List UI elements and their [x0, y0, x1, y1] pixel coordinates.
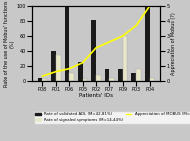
Bar — [83, 79, 87, 81]
Bar — [91, 20, 96, 81]
Bar — [56, 55, 61, 81]
Bar — [65, 6, 69, 81]
Bar — [123, 36, 127, 81]
Bar — [38, 78, 43, 81]
Bar — [150, 78, 154, 81]
Bar — [105, 69, 109, 81]
Bar — [131, 73, 136, 81]
Bar — [51, 51, 56, 81]
Bar — [145, 6, 150, 81]
X-axis label: Patients' IDs: Patients' IDs — [79, 93, 113, 98]
Y-axis label: Rate of the use of Mobus' functions
(%): Rate of the use of Mobus' functions (%) — [4, 0, 15, 87]
Legend: Rate of validated ADL (M=42,81%), Rate of signaled symptoms (M=14,44%), Apprecia: Rate of validated ADL (M=42,81%), Rate o… — [34, 111, 190, 124]
Bar — [69, 73, 74, 81]
Bar — [78, 62, 83, 81]
Bar — [118, 69, 123, 81]
Bar — [136, 69, 141, 81]
Bar — [109, 78, 114, 81]
Bar — [96, 75, 101, 81]
Y-axis label: Appreciation of Mobus (?): Appreciation of Mobus (?) — [171, 12, 176, 75]
Bar — [43, 79, 47, 81]
